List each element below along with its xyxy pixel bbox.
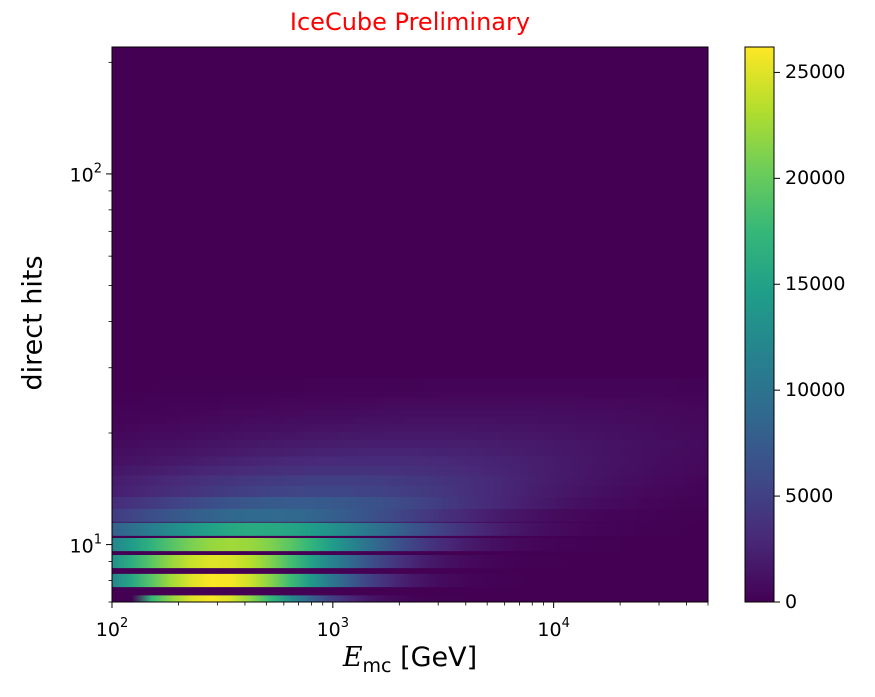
- x-tick-label: 104: [537, 616, 569, 641]
- tick-exponent: 1: [93, 532, 102, 548]
- colorbar-tick-label: 20000: [785, 167, 846, 190]
- chart-title: IceCube Preliminary: [289, 8, 531, 36]
- plot-frame: [111, 46, 709, 603]
- heatmap-band: [112, 508, 708, 522]
- colorbar-tick-label: 10000: [785, 379, 846, 402]
- x-tick-label: 103: [317, 616, 349, 641]
- heatmap-band: [112, 483, 708, 498]
- tick-base: 10: [316, 619, 341, 641]
- heatmap-band: [112, 378, 708, 392]
- heatmap-band: [112, 495, 708, 509]
- y-tick-label: 101: [70, 532, 102, 557]
- heatmap-band: [112, 554, 708, 569]
- heatmap-bands: [112, 378, 708, 602]
- colorbar-tick-label: 5000: [785, 485, 834, 508]
- axes: [106, 46, 709, 608]
- colorbar-ticks: [774, 71, 780, 603]
- y-axis-label: direct hits: [17, 255, 49, 391]
- tick-base: 10: [69, 535, 94, 558]
- tick-base: 10: [537, 619, 562, 641]
- tick-base: 10: [95, 619, 120, 641]
- tick-base: 10: [69, 164, 94, 187]
- tick-exponent: 3: [340, 616, 350, 631]
- heatmap-band: [112, 573, 708, 588]
- x-axis-label: Emc [GeV]: [343, 642, 477, 677]
- heatmap-band: [112, 472, 708, 486]
- x-tick-label: 102: [96, 616, 128, 641]
- colorbar-tick-label: 15000: [785, 273, 846, 296]
- colorbar-tick-label: 25000: [785, 61, 846, 84]
- tick-exponent: 4: [561, 616, 570, 631]
- tick-exponent: 2: [119, 616, 129, 631]
- x-axis-symbol: E: [342, 642, 363, 673]
- y-tick-label: 102: [70, 161, 102, 186]
- colorbar-tick-label: 0: [785, 591, 798, 613]
- heatmap-band: [112, 522, 708, 536]
- tick-exponent: 2: [93, 161, 102, 177]
- x-axis-unit: [GeV]: [400, 642, 478, 673]
- heatmap-band: [112, 595, 708, 602]
- colorbar: [744, 46, 775, 603]
- heatmap-band: [112, 537, 708, 552]
- x-axis-subscript: mc: [362, 655, 392, 677]
